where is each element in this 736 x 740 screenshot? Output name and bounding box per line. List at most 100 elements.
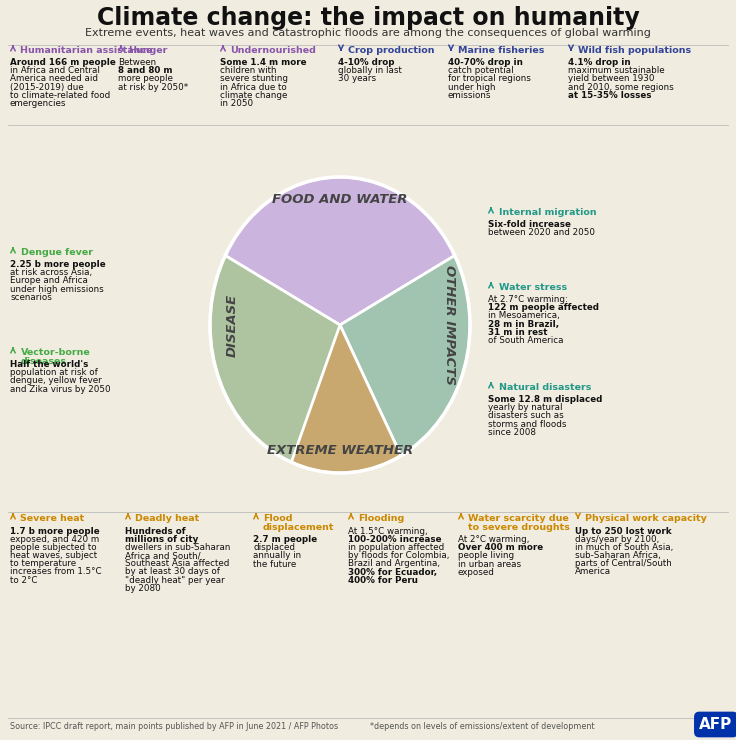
Text: Undernourished: Undernourished (230, 46, 316, 55)
Text: 1.7 b more people: 1.7 b more people (10, 526, 99, 536)
Text: Over 400 m more: Over 400 m more (458, 543, 543, 552)
Text: parts of Central/South: parts of Central/South (575, 559, 672, 568)
Text: Crop production: Crop production (348, 46, 434, 55)
Text: in Mesoamerica,: in Mesoamerica, (488, 312, 560, 320)
PathPatch shape (225, 325, 401, 473)
Text: Vector-borne: Vector-borne (21, 348, 91, 357)
Text: by 2080: by 2080 (125, 584, 160, 593)
Text: Marine fisheries: Marine fisheries (458, 46, 545, 55)
Text: OTHER IMPACTS: OTHER IMPACTS (444, 265, 456, 385)
Text: Brazil and Argentina,: Brazil and Argentina, (348, 559, 440, 568)
Text: yield between 1930: yield between 1930 (568, 75, 654, 84)
Text: Hundreds of: Hundreds of (125, 526, 185, 536)
Text: America: America (575, 568, 611, 576)
Text: catch potential: catch potential (448, 66, 514, 75)
Text: in Africa due to: in Africa due to (220, 83, 287, 92)
Text: disasters such as: disasters such as (488, 411, 564, 420)
Text: Some 12.8 m displaced: Some 12.8 m displaced (488, 395, 602, 404)
Text: in Africa and Central: in Africa and Central (10, 66, 100, 75)
Text: globally in last: globally in last (338, 66, 402, 75)
Text: At 1.5°C warming,: At 1.5°C warming, (348, 526, 428, 536)
Text: days/year by 2100,: days/year by 2100, (575, 535, 659, 544)
Text: children with: children with (220, 66, 277, 75)
PathPatch shape (210, 255, 340, 462)
Text: Natural disasters: Natural disasters (499, 383, 591, 392)
Text: EXTREME WEATHER: EXTREME WEATHER (267, 444, 413, 457)
Text: in 2050: in 2050 (220, 99, 253, 108)
Text: Climate change: the impact on humanity: Climate change: the impact on humanity (96, 6, 640, 30)
Text: the future: the future (253, 559, 297, 568)
Text: emissions: emissions (448, 91, 492, 100)
Text: Flooding: Flooding (358, 514, 404, 523)
Text: at risk across Asia,: at risk across Asia, (10, 268, 92, 278)
Text: Deadly heat: Deadly heat (135, 514, 199, 523)
Text: 8 and 80 m: 8 and 80 m (118, 66, 172, 75)
Text: 31 m in rest: 31 m in rest (488, 328, 548, 337)
Text: Water scarcity due: Water scarcity due (468, 514, 569, 523)
Text: at risk by 2050*: at risk by 2050* (118, 83, 188, 92)
Text: 40-70% drop in: 40-70% drop in (448, 58, 523, 67)
Text: Humanitarian assistance: Humanitarian assistance (20, 46, 152, 55)
Text: Six-fold increase: Six-fold increase (488, 220, 571, 229)
Text: Up to 250 lost work: Up to 250 lost work (575, 526, 672, 536)
Text: 300% for Ecuador,: 300% for Ecuador, (348, 568, 437, 576)
Text: 28 m in Brazil,: 28 m in Brazil, (488, 320, 559, 329)
Text: of South America: of South America (488, 336, 564, 345)
Text: displaced: displaced (253, 543, 295, 552)
PathPatch shape (340, 255, 470, 456)
Text: Around 166 m people: Around 166 m people (10, 58, 116, 67)
Text: 400% for Peru: 400% for Peru (348, 576, 418, 585)
Text: by floods for Colombia,: by floods for Colombia, (348, 551, 450, 560)
Text: Hunger: Hunger (128, 46, 167, 55)
Text: to 2°C: to 2°C (10, 576, 38, 585)
Text: "deadly heat" per year: "deadly heat" per year (125, 576, 224, 585)
Text: to severe droughts: to severe droughts (468, 522, 570, 531)
Text: and 2010, some regions: and 2010, some regions (568, 83, 673, 92)
Text: sub-Saharan Africa,: sub-Saharan Africa, (575, 551, 661, 560)
Text: people living: people living (458, 551, 514, 560)
Text: Flood: Flood (263, 514, 292, 523)
Text: for tropical regions: for tropical regions (448, 75, 531, 84)
Text: in urban areas: in urban areas (458, 559, 521, 568)
Text: Dengue fever: Dengue fever (21, 248, 93, 257)
Text: under high: under high (448, 83, 495, 92)
Text: yearly by natural: yearly by natural (488, 403, 562, 412)
Text: 100-200% increase: 100-200% increase (348, 535, 442, 544)
Text: exposed: exposed (458, 568, 495, 576)
Text: 30 years: 30 years (338, 75, 376, 84)
Text: increases from 1.5°C: increases from 1.5°C (10, 568, 102, 576)
Text: FOOD AND WATER: FOOD AND WATER (272, 193, 408, 206)
Text: America needed aid: America needed aid (10, 75, 98, 84)
Text: climate change: climate change (220, 91, 287, 100)
Text: Water stress: Water stress (499, 283, 567, 292)
Text: At 2.7°C warming:: At 2.7°C warming: (488, 295, 568, 304)
Text: annually in: annually in (253, 551, 301, 560)
Text: to climate-related food: to climate-related food (10, 91, 110, 100)
Text: dwellers in sub-Saharan: dwellers in sub-Saharan (125, 543, 230, 552)
Text: emergencies: emergencies (10, 99, 66, 108)
Text: since 2008: since 2008 (488, 428, 536, 437)
Text: in much of South Asia,: in much of South Asia, (575, 543, 673, 552)
Text: millions of city: millions of city (125, 535, 199, 544)
Text: to temperature: to temperature (10, 559, 76, 568)
Text: Africa and South/: Africa and South/ (125, 551, 201, 560)
Text: Source: IPCC draft report, main points published by AFP in June 2021 / AFP Photo: Source: IPCC draft report, main points p… (10, 722, 338, 731)
Text: At 2°C warming,: At 2°C warming, (458, 535, 529, 544)
Text: DISEASE: DISEASE (225, 294, 238, 357)
Text: under high emissions: under high emissions (10, 285, 104, 294)
Text: more people: more people (118, 75, 173, 84)
Text: scenarios: scenarios (10, 293, 52, 302)
Text: Extreme events, heat waves and catastrophic floods are among the consequences of: Extreme events, heat waves and catastrop… (85, 28, 651, 38)
Text: Physical work capacity: Physical work capacity (585, 514, 707, 523)
Text: 122 m people affected: 122 m people affected (488, 303, 599, 312)
Text: severe stunting: severe stunting (220, 75, 288, 84)
Text: (2015-2019) due: (2015-2019) due (10, 83, 84, 92)
Text: *depends on levels of emissions/extent of development: *depends on levels of emissions/extent o… (370, 722, 595, 731)
Text: Half the world's: Half the world's (10, 360, 88, 369)
Text: exposed, and 420 m: exposed, and 420 m (10, 535, 99, 544)
Text: in population affected: in population affected (348, 543, 445, 552)
Text: Some 1.4 m more: Some 1.4 m more (220, 58, 306, 67)
Text: at 15-35% losses: at 15-35% losses (568, 91, 651, 100)
Text: maximum sustainable: maximum sustainable (568, 66, 665, 75)
Text: dengue, yellow fever: dengue, yellow fever (10, 377, 102, 386)
